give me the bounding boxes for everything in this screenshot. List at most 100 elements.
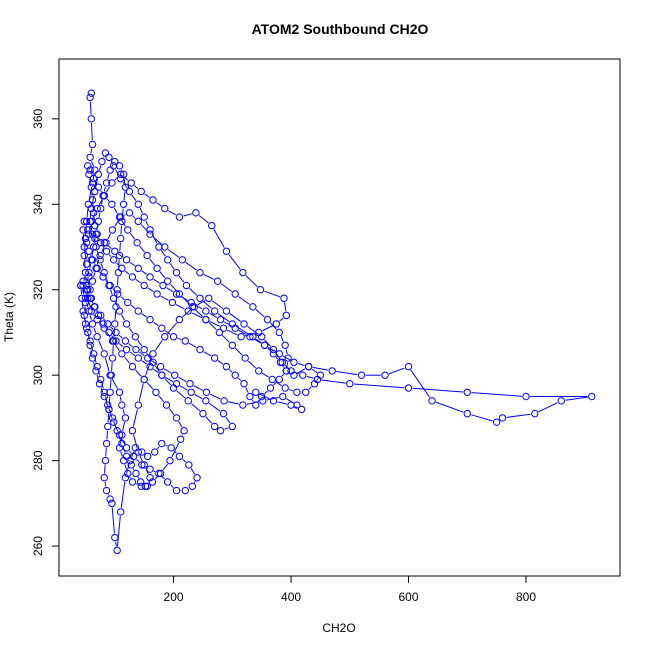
data-point (219, 324, 228, 332)
data-point (228, 422, 236, 431)
series-line-segment (210, 393, 221, 400)
data-point (202, 388, 211, 396)
series-line-segment (111, 507, 115, 534)
series-line-segment (131, 194, 137, 202)
series-line-segment (105, 186, 111, 193)
series-line-segment (86, 302, 89, 308)
data-point (249, 303, 257, 311)
data-point (105, 153, 113, 161)
data-point (246, 392, 254, 401)
series-line-segment (189, 287, 198, 296)
data-point (186, 380, 194, 388)
chart-title: ATOM2 Southbound CH2O (252, 21, 429, 37)
series-line-segment (105, 400, 108, 406)
data-point (246, 333, 254, 341)
series-line-segment (153, 470, 156, 473)
data-point (219, 409, 228, 418)
data-point (137, 187, 145, 196)
data-point (231, 290, 239, 298)
series-line-segment (124, 270, 130, 275)
data-point (82, 260, 91, 268)
data-point (216, 427, 225, 435)
series-line-segment (153, 368, 159, 374)
data-point (100, 474, 108, 482)
data-point (163, 478, 172, 486)
series-line-segment (132, 468, 135, 471)
data-point (260, 341, 269, 349)
data-point (102, 439, 111, 448)
series-line-segment (164, 330, 171, 335)
series-line-segment (88, 336, 90, 342)
data-point (109, 256, 118, 264)
data-point (240, 380, 248, 388)
x-tick-label: 200 (164, 590, 184, 604)
data-point (176, 435, 185, 443)
series-line-segment (262, 325, 273, 332)
series-line-segment (111, 362, 113, 372)
data-point (88, 277, 97, 285)
series-line-segment (92, 174, 95, 179)
series-line-segment (321, 379, 346, 384)
data-point (263, 315, 272, 324)
series-line-segment (275, 381, 282, 387)
series-line-segment (122, 181, 128, 189)
series-line-segment (159, 271, 166, 279)
data-point (114, 268, 123, 277)
data-point (220, 397, 228, 405)
data-point (118, 350, 126, 358)
data-point (128, 427, 137, 435)
series-line-segment (135, 483, 138, 485)
series-line-segment (213, 229, 225, 248)
data-point (302, 388, 310, 396)
series-line-segment (106, 198, 110, 202)
data-point (122, 345, 131, 354)
data-point (249, 333, 257, 341)
data-point (115, 307, 124, 315)
series-line-segment (141, 270, 147, 275)
series-line-segment (412, 387, 464, 393)
series-line-segment (118, 343, 124, 348)
data-point (297, 405, 306, 414)
data-point (172, 486, 181, 495)
series-line-segment (114, 310, 117, 320)
data-point (84, 230, 93, 238)
series-line-segment (275, 356, 279, 360)
data-point (210, 307, 219, 315)
data-point (269, 345, 278, 354)
data-point (84, 294, 92, 302)
y-tick-label: 340 (31, 194, 45, 214)
data-point (280, 294, 288, 302)
data-point (140, 345, 148, 354)
series-line-segment (238, 296, 250, 305)
series-line-segment (107, 233, 112, 240)
data-point (125, 187, 134, 196)
series-line-segment (228, 401, 239, 405)
series-line-segment (228, 254, 241, 270)
data-point (404, 362, 413, 371)
data-point (137, 482, 145, 490)
data-point (122, 256, 131, 264)
data-point (202, 307, 210, 315)
series-line-segment (134, 369, 142, 377)
plot-frame (58, 58, 621, 577)
series-line-segment (120, 481, 126, 508)
data-point (80, 217, 88, 226)
series-line-segment (194, 304, 203, 310)
data-point (89, 350, 98, 358)
data-point (121, 414, 130, 422)
data-point (101, 456, 110, 465)
data-point (93, 264, 101, 273)
data-point (155, 469, 163, 478)
series-line-segment (131, 451, 135, 457)
data-point (178, 256, 187, 264)
series-line-segment (129, 351, 136, 357)
series-line-segment (124, 214, 126, 216)
series-line-segment (191, 403, 201, 412)
series-line-segment (102, 318, 106, 321)
series-line-segment (105, 447, 107, 457)
data-point (127, 461, 135, 469)
series-line-segment (103, 186, 106, 192)
data-point (156, 362, 165, 371)
data-point (115, 388, 124, 396)
series-line-segment (229, 313, 241, 322)
